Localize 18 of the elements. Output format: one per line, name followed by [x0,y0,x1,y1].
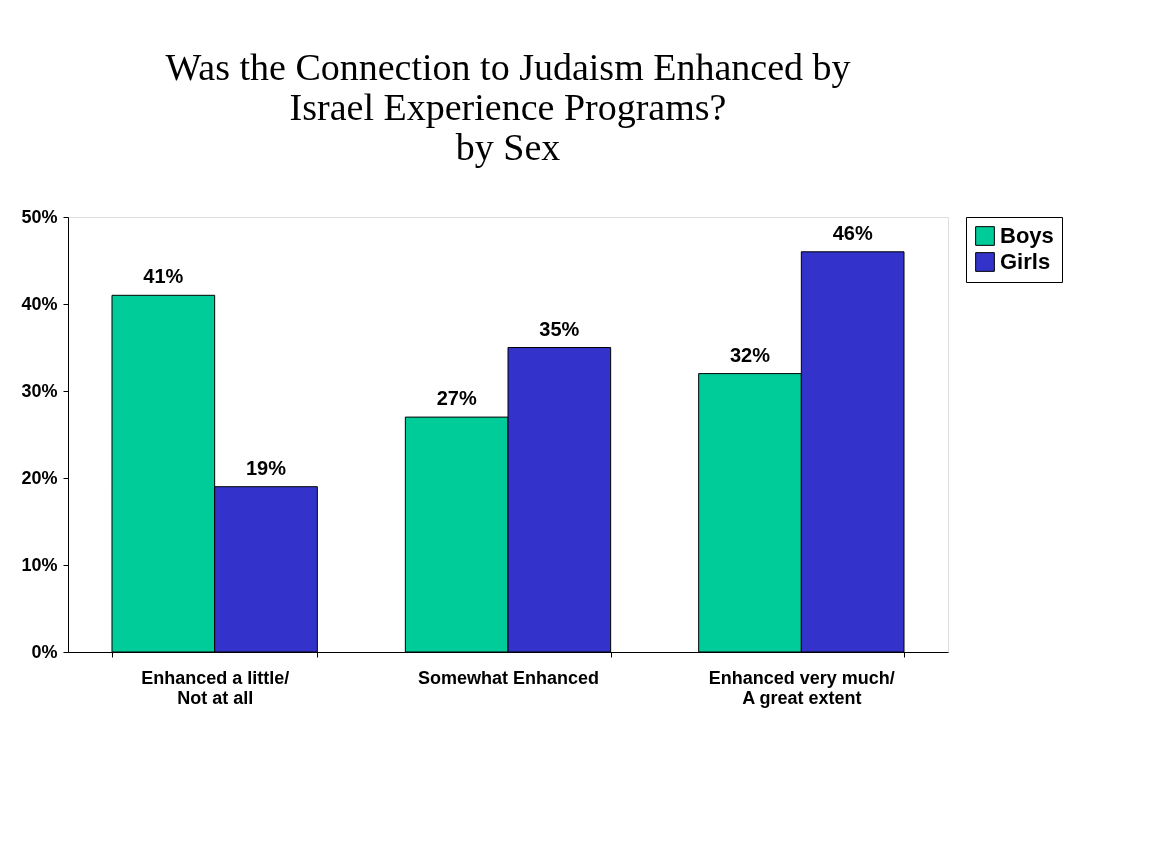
data-label: 32% [729,343,771,366]
x-tick-label: Enhanced very much/ A great extent [708,667,895,708]
y-tick-label: 10% [21,554,58,575]
y-tick-label: 40% [21,293,58,314]
chart-title: Was the Connection to Judaism Enhanced by Israel Experience Programs? by Sex [165,46,851,168]
y-tick-label: 0% [31,641,58,662]
data-label: 46% [832,221,873,244]
data-label: 27% [436,387,477,410]
y-tick-label: 30% [21,380,58,401]
y-tick-label: 50% [21,206,58,227]
data-label: 41% [143,265,184,288]
data-label: 35% [539,317,580,340]
data-label: 19% [245,456,287,479]
y-tick-label: 20% [21,467,58,488]
x-tick-label: Enhanced a little/ Not at all [141,667,290,708]
x-tick-label: Somewhat Enhanced [417,667,600,688]
legend-label: Boys [1000,223,1054,248]
legend-label: Girls [1000,249,1051,274]
